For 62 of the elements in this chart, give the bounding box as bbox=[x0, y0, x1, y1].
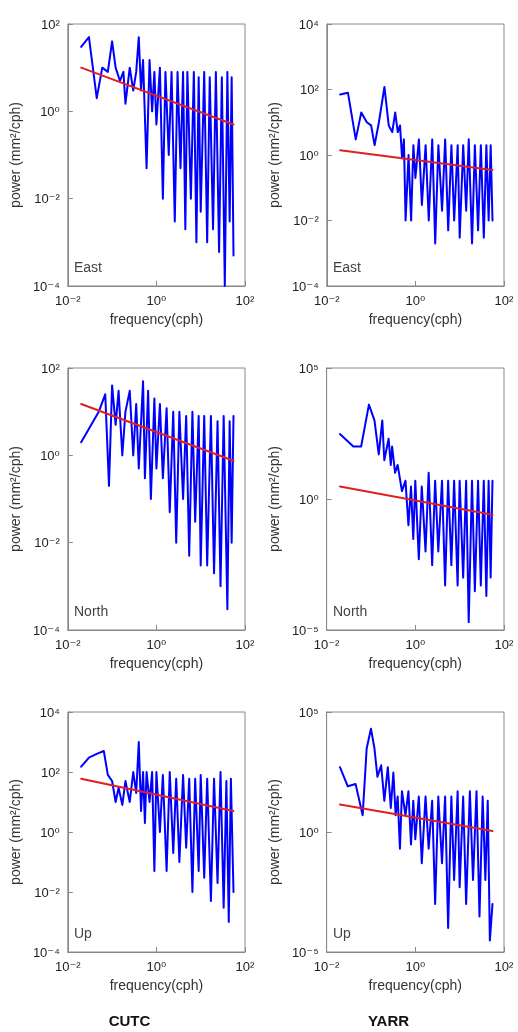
y-tick-label: 10⁰ bbox=[40, 447, 60, 463]
x-tick-label: 10⁻² bbox=[313, 293, 341, 308]
y-tick-label: 10² bbox=[41, 360, 61, 376]
y-tick-label: 10⁻⁴ bbox=[32, 944, 60, 960]
y-tick-label: 10⁻² bbox=[34, 884, 61, 900]
text: YARR bbox=[367, 1012, 410, 1029]
y-tick-label: 10⁰ bbox=[299, 147, 319, 163]
x-tick-label: 10⁰ bbox=[146, 293, 167, 308]
y-axis-title: power (mm²/cph) bbox=[7, 446, 23, 552]
y-tick-label: 10² bbox=[41, 16, 61, 32]
x-tick-label: 10⁻² bbox=[313, 959, 341, 974]
x-tick-label: 10⁻² bbox=[54, 959, 82, 974]
y-axis-title: power (mm²/cph) bbox=[266, 102, 282, 208]
x-tick-label: 10⁰ bbox=[405, 293, 426, 308]
y-tick-label: 10⁻⁴ bbox=[291, 278, 319, 294]
y-tick-label: 10⁻² bbox=[34, 191, 61, 207]
x-tick-label: 10⁻² bbox=[313, 637, 341, 652]
y-tick-label: 10⁵ bbox=[298, 704, 319, 720]
annotation: Up bbox=[74, 925, 93, 941]
x-tick-label: 10⁻² bbox=[54, 293, 82, 308]
x-tick-label: 10⁰ bbox=[146, 637, 167, 652]
annotation: North bbox=[333, 603, 368, 619]
annotation: North bbox=[74, 603, 109, 619]
y-tick-label: 10² bbox=[41, 764, 61, 780]
x-tick-label: 10⁰ bbox=[405, 959, 426, 974]
x-tick-label: 10⁰ bbox=[405, 637, 426, 652]
y-tick-label: 10⁴ bbox=[298, 16, 319, 32]
y-tick-label: 10⁻² bbox=[293, 213, 320, 228]
y-tick-label: 10⁰ bbox=[298, 824, 319, 840]
y-tick-label: 10⁻⁴ bbox=[32, 278, 60, 294]
y-tick-label: 10² bbox=[300, 82, 320, 97]
annotation: Up bbox=[333, 925, 352, 941]
x-tick-label: 10² bbox=[235, 293, 256, 308]
text: CUTC bbox=[108, 1012, 151, 1029]
y-axis-title: power (mm²/cph) bbox=[7, 102, 23, 208]
y-tick-label: 10⁰ bbox=[298, 491, 319, 507]
y-axis-title: power (mm²/cph) bbox=[266, 446, 282, 552]
y-tick-label: 10⁻⁵ bbox=[291, 622, 319, 638]
x-axis-title: frequency(cph) bbox=[109, 310, 204, 327]
x-tick-label: 10² bbox=[235, 637, 256, 652]
x-tick-label: 10² bbox=[494, 293, 515, 308]
annotation: East bbox=[74, 259, 103, 275]
y-tick-label: 10⁻⁵ bbox=[291, 944, 319, 960]
y-tick-label: 10⁻² bbox=[34, 535, 61, 551]
y-tick-label: 10⁴ bbox=[39, 704, 60, 720]
y-tick-label: 10⁻⁴ bbox=[32, 622, 60, 638]
x-tick-label: 10² bbox=[494, 637, 515, 652]
x-tick-label: 10⁰ bbox=[146, 959, 167, 974]
x-axis-title: frequency(cph) bbox=[109, 654, 204, 671]
y-axis-title: power (mm²/cph) bbox=[7, 779, 23, 885]
x-axis-title: frequency(cph) bbox=[368, 976, 462, 993]
annotation: East bbox=[333, 259, 362, 275]
x-axis-title: frequency(cph) bbox=[368, 654, 462, 671]
y-tick-label: 10⁵ bbox=[298, 360, 319, 376]
x-axis-title: frequency(cph) bbox=[109, 976, 204, 993]
x-tick-label: 10² bbox=[494, 959, 515, 974]
x-axis-title: frequency(cph) bbox=[368, 310, 463, 327]
y-tick-label: 10⁰ bbox=[40, 103, 60, 119]
x-tick-label: 10⁻² bbox=[54, 637, 82, 652]
y-axis-title: power (mm²/cph) bbox=[266, 779, 282, 885]
y-tick-label: 10⁰ bbox=[40, 824, 60, 840]
x-tick-label: 10² bbox=[235, 959, 256, 974]
